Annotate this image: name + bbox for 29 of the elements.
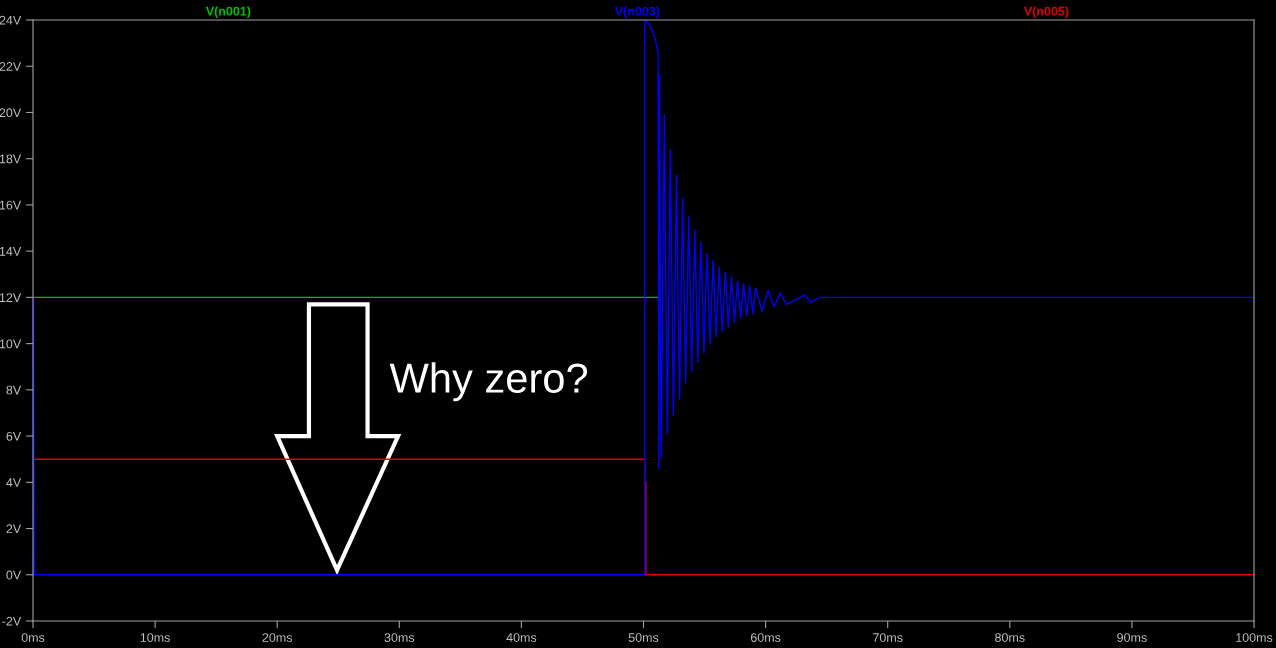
- y-tick-label: 18V: [0, 154, 22, 164]
- y-tick-label: -2V: [2, 616, 22, 626]
- y-tick-label: 10V: [0, 339, 22, 349]
- annotation: Why zero?: [389, 362, 588, 402]
- x-tick-label: 10ms: [140, 633, 170, 642]
- x-tick-label: 100ms: [1236, 633, 1273, 642]
- y-tick-label: 24V: [0, 15, 22, 25]
- x-tick-label: 50ms: [628, 633, 659, 642]
- y-tick-label: 20V: [0, 108, 22, 118]
- text: V(n001): [205, 6, 251, 19]
- y-tick-label: 12V: [0, 293, 22, 302]
- y-tick-label: 22V: [0, 62, 22, 71]
- x-tick-label: 60ms: [750, 633, 781, 642]
- x-tick-label: 80ms: [995, 633, 1025, 642]
- x-tick-label: 0ms: [21, 633, 45, 642]
- y-tick-label: 6V: [6, 431, 22, 441]
- y-tick-label: 8V: [6, 385, 22, 395]
- y-tick-label: 2V: [6, 524, 22, 534]
- y-tick-label: 4V: [6, 478, 22, 487]
- x-tick-label: 20ms: [262, 633, 293, 642]
- y-tick-label: 0V: [6, 570, 22, 580]
- x-tick-label: 90ms: [1117, 633, 1147, 642]
- x-tick-label: 70ms: [873, 633, 903, 642]
- series-label: V(n003): [614, 6, 660, 19]
- text: V(n005): [1023, 6, 1069, 19]
- y-tick-label: 14V: [0, 247, 22, 256]
- y-tick-label: 16V: [0, 200, 22, 210]
- x-tick-label: 30ms: [384, 633, 415, 642]
- x-tick-label: 40ms: [506, 633, 537, 642]
